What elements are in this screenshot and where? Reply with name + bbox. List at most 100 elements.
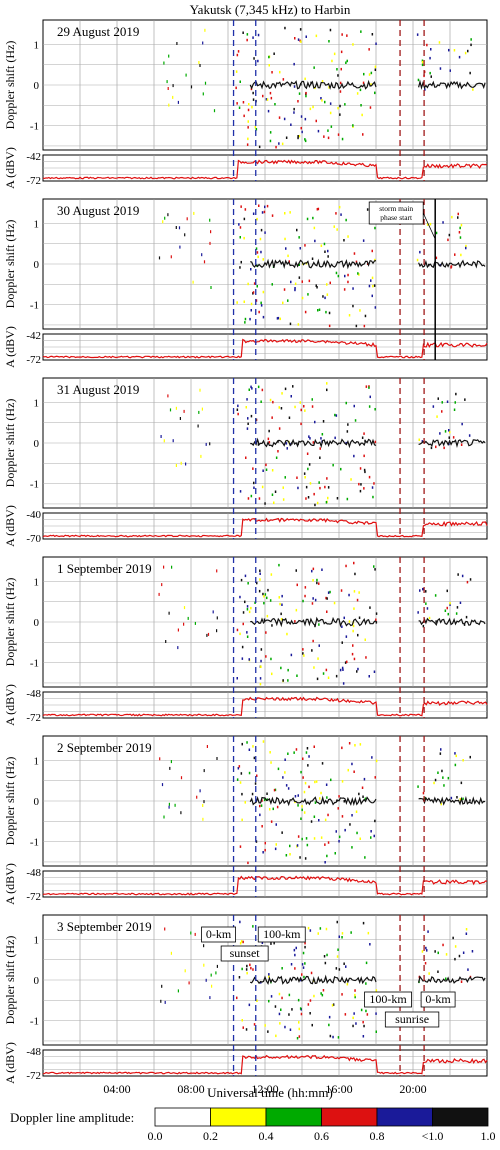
day-label: 3 September 2019 xyxy=(57,919,152,934)
doppler-trace-dot xyxy=(326,597,328,600)
doppler-trace-dot xyxy=(472,88,474,91)
doppler-trace-dot xyxy=(271,214,274,217)
doppler-trace-dot xyxy=(341,993,343,996)
doppler-trace-dot xyxy=(306,747,309,750)
doppler-trace-dot xyxy=(304,117,307,121)
doppler-trace-dot xyxy=(364,314,367,318)
doppler-trace-dot xyxy=(295,946,297,950)
doppler-trace-dot xyxy=(247,582,249,585)
doppler-trace-dot xyxy=(339,113,341,116)
doppler-trace-dot xyxy=(216,964,218,968)
doppler-trace-dot xyxy=(436,415,438,418)
doppler-trace-dot xyxy=(320,97,322,100)
doppler-trace-dot xyxy=(248,610,251,614)
doppler-trace-dot xyxy=(170,760,172,764)
amp-tick-top: -48 xyxy=(26,688,41,700)
doppler-trace-dot xyxy=(260,301,262,305)
doppler-trace-dot xyxy=(375,759,378,763)
doppler-trace-dot xyxy=(243,300,245,303)
doppler-trace-dot xyxy=(247,497,250,500)
doppler-trace-dot xyxy=(318,644,320,647)
doppler-trace-dot xyxy=(288,416,291,419)
doppler-trace-dot xyxy=(188,981,190,985)
doppler-trace-dot xyxy=(320,791,322,795)
doppler-trace-dot xyxy=(435,256,438,260)
doppler-trace-dot xyxy=(341,780,344,783)
doppler-trace-dot xyxy=(255,299,258,302)
sunset-label: sunset xyxy=(230,946,261,960)
doppler-trace-dot xyxy=(259,677,262,680)
doppler-trace-dot xyxy=(205,442,207,446)
doppler-tick-label: 1 xyxy=(34,39,40,51)
doppler-trace-dot xyxy=(309,482,312,485)
doppler-trace-dot xyxy=(375,612,378,615)
doppler-trace-dot xyxy=(262,290,265,294)
doppler-trace-dot xyxy=(236,778,239,781)
doppler-trace-dot xyxy=(448,436,450,439)
doppler-trace-dot xyxy=(280,407,283,410)
doppler-trace-dot xyxy=(326,854,328,858)
doppler-trace-dot xyxy=(325,501,328,504)
doppler-trace-dot xyxy=(345,564,347,568)
doppler-trace-dot xyxy=(346,982,349,986)
doppler-trace-dot xyxy=(241,1019,243,1022)
doppler-trace-dot xyxy=(316,581,318,585)
doppler-trace-dot xyxy=(449,69,451,72)
doppler-trace-dot xyxy=(239,845,242,848)
doppler-trace-dot xyxy=(335,414,338,417)
doppler-trace-dot xyxy=(312,216,314,220)
doppler-trace-dot xyxy=(330,778,332,782)
doppler-trace-dot xyxy=(264,593,267,596)
doppler-trace-dot xyxy=(270,573,273,576)
doppler-trace-dot xyxy=(333,601,336,605)
doppler-trace-dot xyxy=(298,1027,300,1031)
doppler-trace-dot xyxy=(373,482,375,485)
doppler-trace-dot xyxy=(244,317,247,321)
doppler-trace-dot xyxy=(340,467,342,471)
doppler-trace-dot xyxy=(272,807,274,811)
doppler-trace-dot xyxy=(366,208,369,211)
doppler-trace-dot xyxy=(310,971,313,975)
doppler-trace-dot xyxy=(246,605,249,608)
doppler-trace-dot xyxy=(269,131,272,134)
doppler-trace-dot xyxy=(312,567,315,571)
doppler-trace-dot xyxy=(455,392,457,396)
doppler-trace-dot xyxy=(253,486,255,489)
doppler-trace-dot xyxy=(355,324,358,328)
doppler-trace-dot xyxy=(346,497,349,501)
doppler-trace-dot xyxy=(202,804,204,807)
doppler-trace-dot xyxy=(361,113,363,117)
doppler-trace-dot xyxy=(416,33,419,36)
doppler-trace-dot xyxy=(255,128,258,131)
doppler-trace-dot xyxy=(311,649,313,652)
doppler-trace-dot xyxy=(305,91,307,95)
doppler-trace-dot xyxy=(337,133,340,136)
doppler-trace-dot xyxy=(352,1016,354,1020)
doppler-trace-dot xyxy=(444,430,447,433)
doppler-trace-dot xyxy=(257,255,259,259)
doppler-trace-dot xyxy=(247,120,249,123)
doppler-trace-dot xyxy=(449,430,451,434)
doppler-trace-dot xyxy=(365,656,367,659)
doppler-trace-dot xyxy=(327,496,329,500)
doppler-trace-dot xyxy=(297,323,300,326)
doppler-trace-dot xyxy=(326,796,328,799)
doppler-trace-dot xyxy=(170,255,172,259)
doppler-trace-dot xyxy=(256,285,258,288)
doppler-trace-dot xyxy=(209,442,211,446)
doppler-trace-dot xyxy=(161,984,163,988)
doppler-trace-dot xyxy=(300,817,302,820)
doppler-trace-dot xyxy=(165,640,167,643)
doppler-trace-dot xyxy=(465,246,467,250)
doppler-trace-dot xyxy=(327,255,329,258)
amp-axis-label: A (dBV) xyxy=(3,684,17,726)
doppler-trace-dot xyxy=(201,407,203,411)
doppler-trace-dot xyxy=(204,81,207,85)
doppler-trace-dot xyxy=(442,776,444,779)
doppler-trace-dot xyxy=(352,1024,354,1028)
doppler-trace-dot xyxy=(284,476,286,479)
doppler-trace-dot xyxy=(286,632,288,636)
doppler-trace-dot xyxy=(263,601,265,605)
doppler-trace-dot xyxy=(419,589,421,592)
doppler-trace-dot xyxy=(236,53,239,57)
